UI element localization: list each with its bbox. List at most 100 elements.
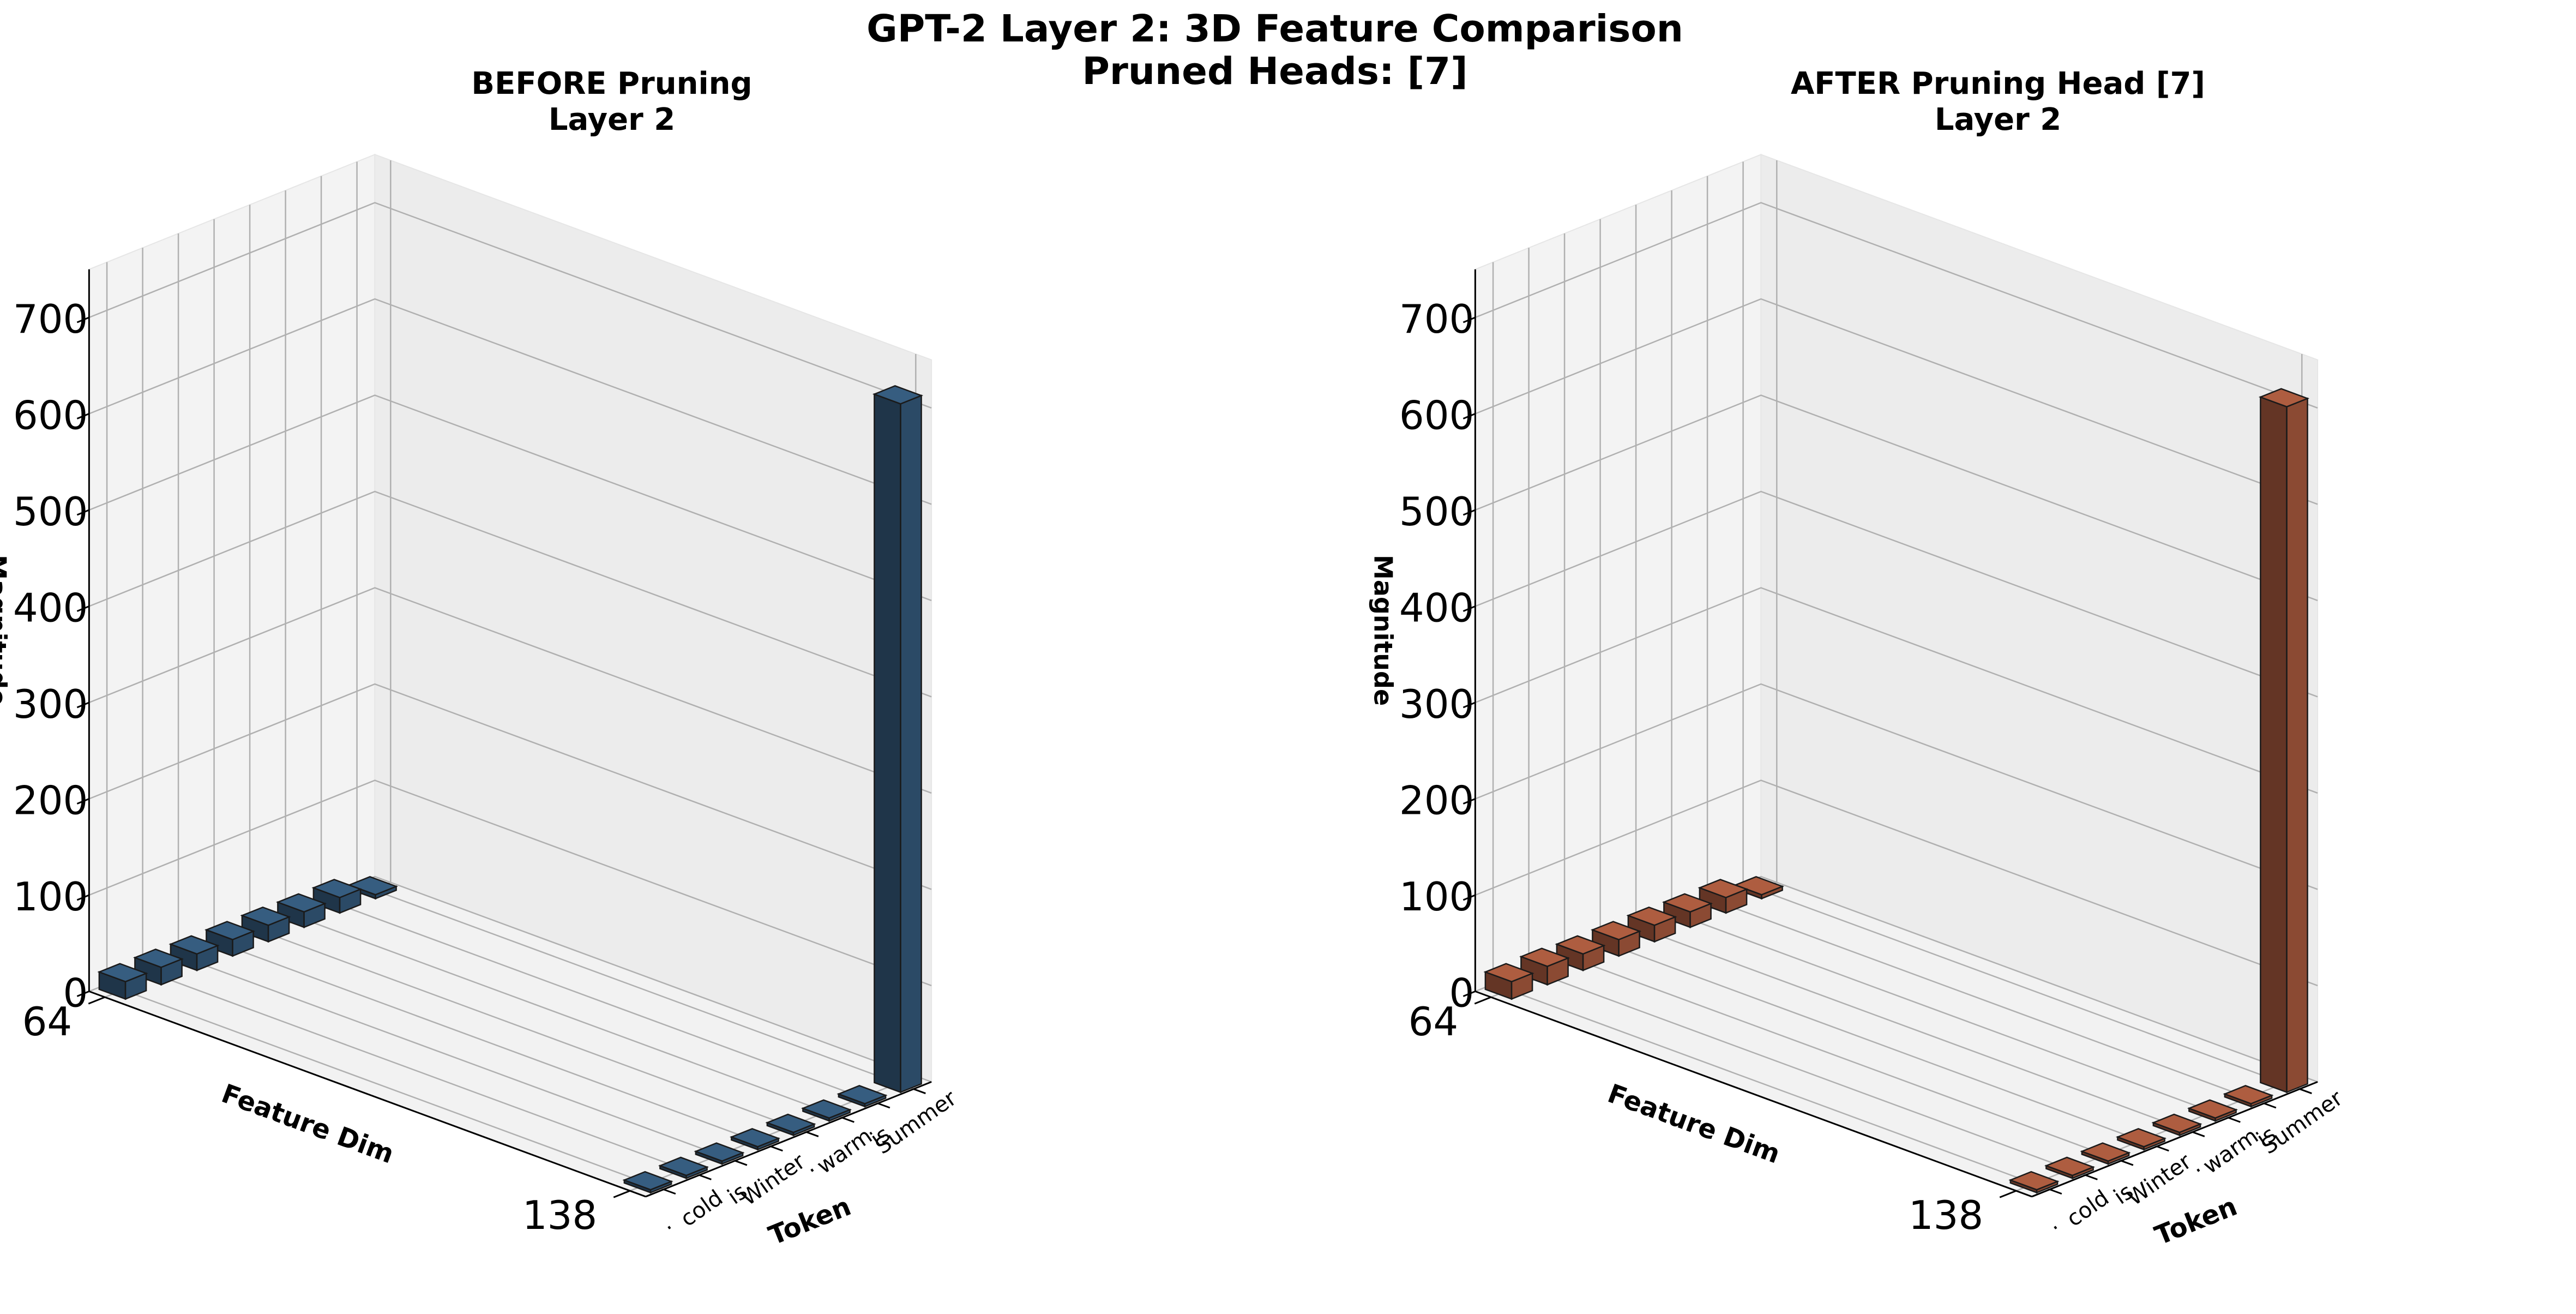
z-grid-line <box>88 394 932 602</box>
feature-tick <box>1474 996 1491 1005</box>
z-tick <box>1462 991 1476 997</box>
token-tick <box>2192 1131 2205 1137</box>
z-tick-label: 0 <box>63 970 88 1016</box>
token-axis-line <box>645 1081 932 1198</box>
bar-top-face <box>801 1099 852 1119</box>
z-tick <box>76 798 89 805</box>
bar-.-feature-138 <box>622 1171 673 1194</box>
back-pane-left <box>88 153 376 992</box>
z-tick-label: 0 <box>1449 970 1474 1016</box>
z-tick <box>1462 701 1476 709</box>
feature-tick-label: 64 <box>1409 999 1459 1045</box>
z-axis-label: Magnitude <box>0 555 11 706</box>
feature-tick-label: 64 <box>22 999 73 1045</box>
bar-top-face <box>240 906 291 926</box>
figure-title-line1: GPT-2 Layer 2: 3D Feature Comparison <box>866 7 1683 51</box>
token-tick <box>877 1102 890 1109</box>
bar-top-face <box>658 1156 709 1177</box>
bar-top-face <box>2115 1127 2167 1148</box>
bar-cold-feature-64 <box>1519 947 1570 986</box>
z-grid-line <box>1474 394 2318 602</box>
token-axis-line <box>2031 1081 2318 1198</box>
bar-top-face <box>168 935 220 955</box>
token-tick <box>806 1131 819 1137</box>
bar-side-face <box>874 393 901 1094</box>
token-tick <box>2156 1145 2169 1152</box>
bar-top-face <box>765 1113 816 1133</box>
feature-tick <box>88 996 105 1005</box>
bar-top-face <box>133 949 184 968</box>
z-tick-label: 700 <box>13 296 88 342</box>
token-tick <box>735 1160 748 1166</box>
bar-is-feature-64 <box>1555 935 1606 971</box>
bar-.-feature-138 <box>2151 1113 2202 1137</box>
bar-top-face <box>872 385 924 405</box>
bar-top-face <box>2044 1156 2096 1177</box>
bar-top-face <box>622 1171 673 1191</box>
token-tick <box>2049 1189 2062 1195</box>
bar-top-face <box>2187 1099 2238 1119</box>
bar-side-face <box>2260 396 2288 1094</box>
bar-is-feature-64 <box>311 879 363 914</box>
bar-Winter-feature-138 <box>2115 1127 2167 1151</box>
bar-Winter-feature-64 <box>204 921 256 957</box>
bar-top-face <box>275 893 327 913</box>
z-grid-line <box>88 779 932 987</box>
token-tick <box>2228 1117 2241 1123</box>
bar-top-face <box>2258 388 2310 408</box>
bar-warm-feature-138 <box>801 1099 852 1122</box>
bar-top-face <box>311 879 363 898</box>
bar-Winter-feature-138 <box>729 1127 781 1151</box>
token-tick <box>699 1174 712 1180</box>
bar-top-face <box>97 963 148 983</box>
token-tick <box>2299 1088 2312 1094</box>
z-grid-line <box>1474 202 2318 409</box>
token-tick <box>2121 1160 2134 1166</box>
z-tick-label: 600 <box>1399 393 1474 439</box>
z-grid-line <box>88 202 932 409</box>
bar-.-feature-64 <box>240 906 291 943</box>
panel-title: BEFORE Pruning <box>471 66 752 101</box>
bar-is-feature-138 <box>694 1142 745 1165</box>
z-tick <box>1462 316 1476 323</box>
z-tick-label: 300 <box>13 681 88 727</box>
bar-Summer-feature-138 <box>2258 388 2310 1094</box>
bar-top-face <box>729 1127 781 1148</box>
z-grid-line <box>88 587 932 794</box>
z-tick-label: 400 <box>13 585 88 631</box>
bar-top-face <box>2080 1142 2131 1162</box>
bar-is-feature-138 <box>2080 1142 2131 1165</box>
bar-is-feature-64 <box>168 935 220 971</box>
z-tick-label: 400 <box>1399 585 1474 631</box>
z-tick-label: 300 <box>1399 681 1474 727</box>
z-grid-line <box>1474 587 2318 794</box>
z-tick-label: 100 <box>13 874 88 920</box>
z-tick <box>1462 605 1476 612</box>
z-tick-label: 500 <box>13 489 88 535</box>
feature-axis-line <box>88 991 646 1198</box>
z-tick <box>1462 509 1476 516</box>
feature-tick <box>613 1190 630 1198</box>
bar-warm-feature-138 <box>2187 1099 2238 1122</box>
bar-top-face <box>1698 879 1749 898</box>
bar-top-face <box>1555 935 1606 955</box>
bar-top-face <box>2151 1113 2202 1133</box>
bar-top-face <box>2008 1171 2060 1191</box>
z-tick <box>76 413 89 419</box>
bar-top-face <box>836 1085 888 1105</box>
bar-.-feature-64 <box>97 963 148 1000</box>
z-tick-label: 700 <box>1399 296 1474 342</box>
panel-title: AFTER Pruning Head [7] <box>1791 66 2205 101</box>
bar-is-feature-138 <box>2223 1085 2274 1108</box>
z-tick-label: 200 <box>1399 778 1474 824</box>
bar-Winter-feature-64 <box>1590 921 1642 957</box>
z-grid-line <box>1474 683 2318 890</box>
z-tick <box>76 605 89 612</box>
bar-cold-feature-138 <box>2044 1156 2096 1180</box>
z-tick <box>1462 413 1476 419</box>
token-tick <box>841 1117 854 1123</box>
bar-top-face <box>1662 893 1713 913</box>
back-pane-left <box>1474 153 1762 992</box>
